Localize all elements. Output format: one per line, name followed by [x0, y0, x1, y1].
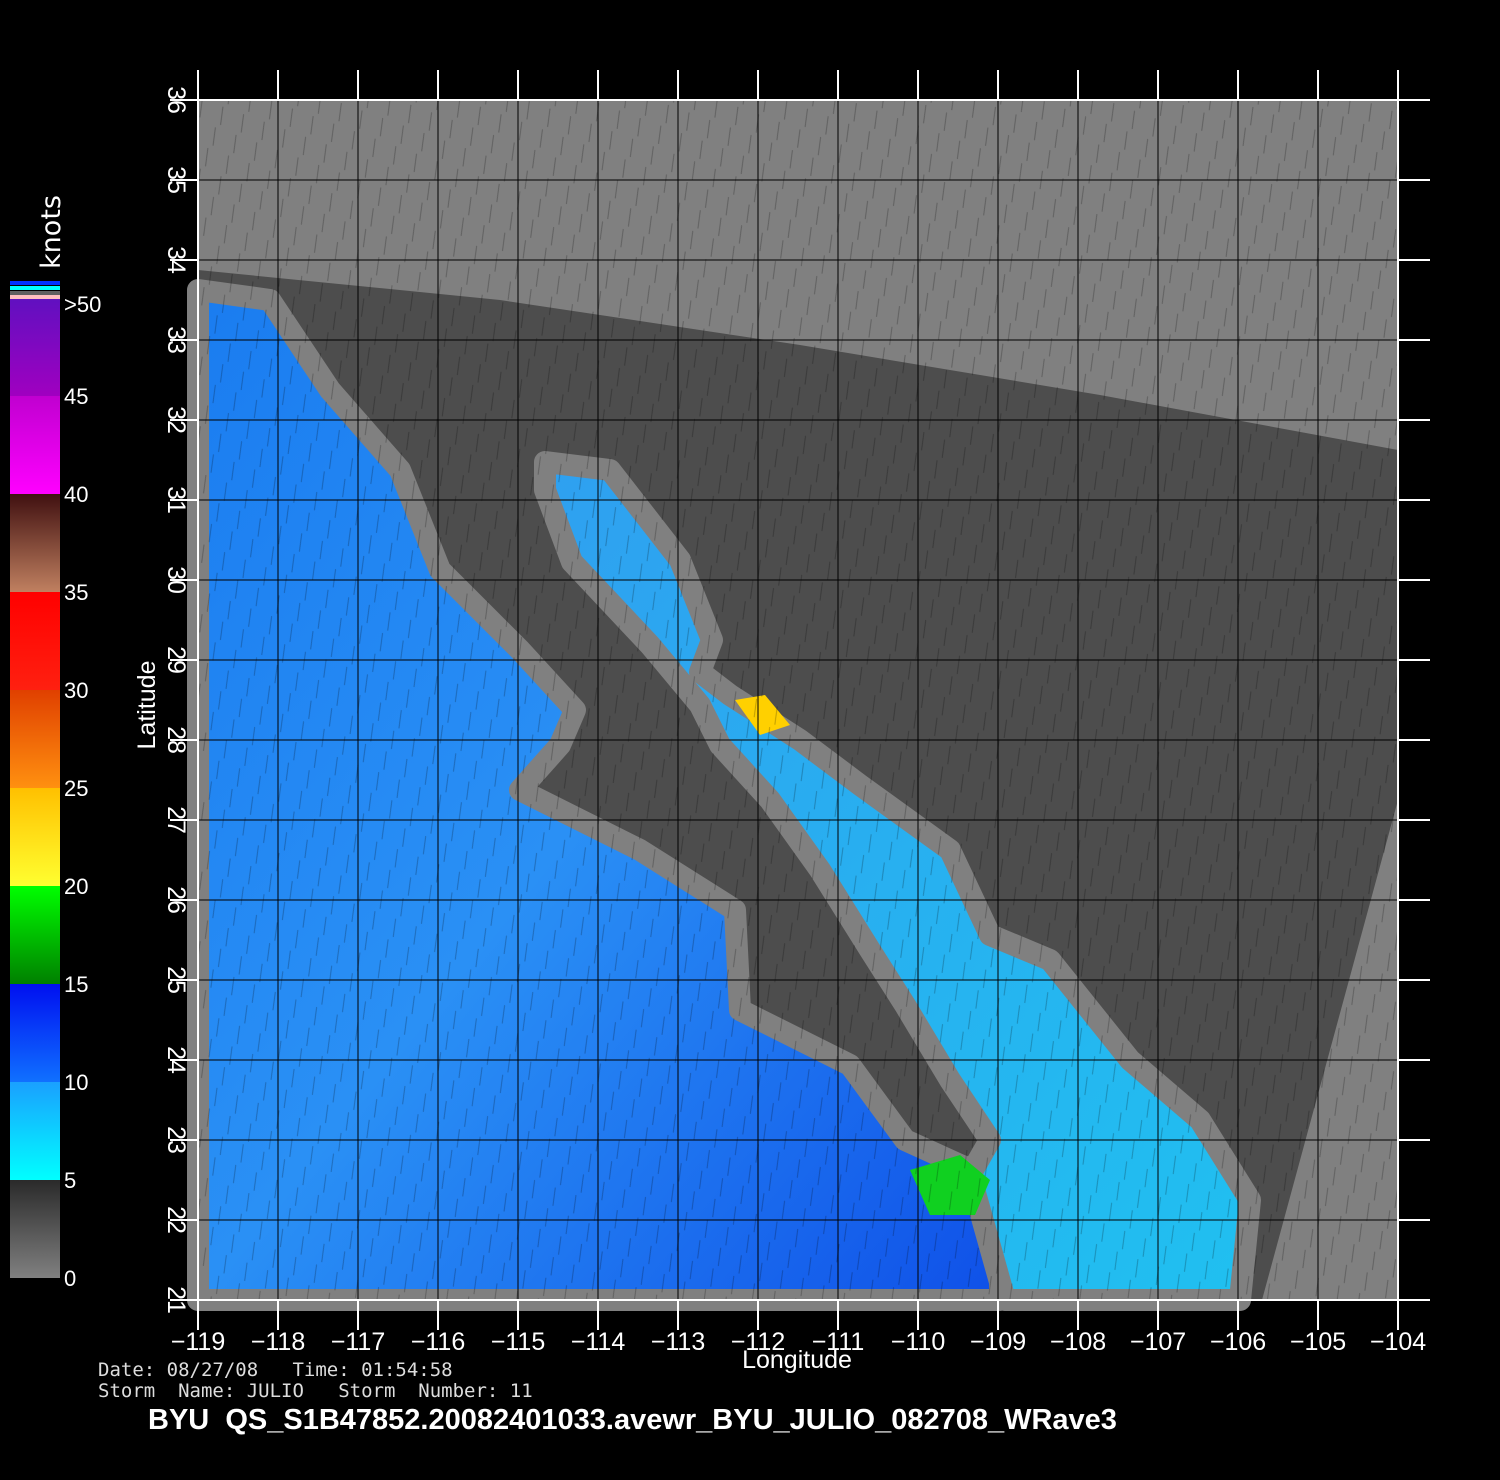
x-tick-label: −112 [731, 1328, 785, 1356]
y-tick-label: 26 [162, 886, 190, 914]
y-tick-label: 35 [162, 166, 190, 194]
colorbar-segment [10, 690, 60, 788]
x-tick-label: −119 [171, 1328, 225, 1356]
colorbar-unit: knots [36, 195, 67, 269]
colorbar-segment [10, 494, 60, 592]
colorbar-segment [10, 1180, 60, 1278]
x-tick-label: −118 [251, 1328, 305, 1356]
product-title: BYU QS_S1B47852.20082401033.avewr_BYU_JU… [148, 1404, 1117, 1436]
colorbar-label: 5 [64, 1168, 76, 1193]
y-tick-label: 32 [162, 406, 190, 434]
colorbar-segment [10, 1082, 60, 1180]
x-tick-label: −105 [1290, 1328, 1346, 1356]
y-tick-label: 29 [162, 646, 190, 674]
y-tick-label: 22 [162, 1206, 190, 1234]
x-tick-label: −110 [891, 1328, 945, 1356]
x-tick-label: −106 [1210, 1328, 1266, 1356]
y-tick-label: 28 [162, 726, 190, 754]
colorbar-label: >50 [64, 292, 101, 317]
x-tick-label: −115 [491, 1328, 545, 1356]
colorbar-overflow-band [10, 286, 60, 290]
colorbar-label: 40 [64, 482, 88, 507]
x-tick-label: −104 [1370, 1328, 1426, 1356]
x-tick-label: −116 [411, 1328, 465, 1356]
colorbar-segment [10, 298, 60, 396]
colorbar-label: 30 [64, 678, 88, 703]
y-tick-label: 33 [162, 326, 190, 354]
y-tick-label: 31 [162, 486, 190, 514]
colorbar-label: 45 [64, 384, 88, 409]
wind-barbs [198, 100, 1398, 1300]
colorbar-segment [10, 984, 60, 1082]
x-tick-label: −109 [970, 1328, 1026, 1356]
x-tick-label: −113 [651, 1328, 705, 1356]
colorbar-segment [10, 396, 60, 494]
y-tick-label: 27 [162, 806, 190, 834]
colorbar-overflow-band [10, 281, 60, 285]
x-tick-label: −114 [571, 1328, 626, 1356]
colorbar-segment [10, 886, 60, 984]
y-tick-label: 24 [162, 1046, 190, 1074]
colorbar-label: 35 [64, 580, 88, 605]
x-tick-label: −117 [331, 1328, 385, 1356]
colorbar-overflow-band [10, 291, 60, 295]
colorbar-label: 25 [64, 776, 88, 801]
y-tick-label: 34 [162, 246, 190, 274]
date-time: Date: 08/27/08 Time: 01:54:58 [98, 1359, 453, 1381]
colorbar-label: 20 [64, 874, 88, 899]
y-tick-label: 30 [162, 566, 190, 594]
plot-frame [197, 99, 1399, 1301]
colorbar-label: 10 [64, 1070, 88, 1095]
colorbar-segment [10, 788, 60, 886]
y-tick-label: 25 [162, 966, 190, 994]
storm-info: Storm Name: JULIO Storm Number: 11 [98, 1380, 533, 1402]
colorbar-label: 15 [64, 972, 88, 997]
x-axis-label: Longitude [742, 1346, 852, 1374]
x-tick-label: −111 [812, 1328, 865, 1356]
y-tick-label: 36 [162, 86, 190, 114]
x-tick-label: −108 [1050, 1328, 1106, 1356]
colorbar-overflow-band [10, 295, 60, 299]
y-tick-label: 23 [162, 1126, 190, 1154]
y-tick-label: 21 [162, 1286, 190, 1314]
colorbar-segment [10, 592, 60, 690]
x-tick-label: −107 [1130, 1328, 1186, 1356]
colorbar-label: 0 [64, 1266, 76, 1291]
y-axis-label: Latitude [133, 661, 161, 750]
